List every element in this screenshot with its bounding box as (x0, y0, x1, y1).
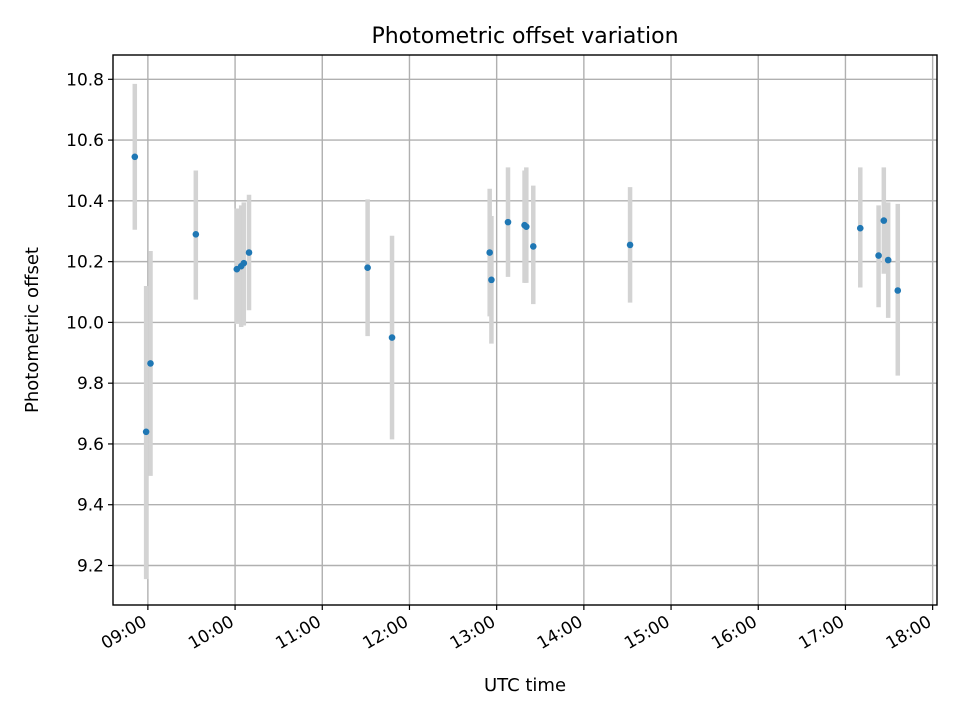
data-point (875, 252, 882, 259)
point-layer (131, 153, 902, 436)
y-tick-label: 9.6 (77, 435, 104, 455)
data-point (245, 249, 253, 256)
y-tick-label: 10.2 (66, 253, 104, 273)
y-tick-label: 9.4 (77, 496, 104, 516)
y-tick-label: 10.0 (66, 313, 104, 333)
y-tick-label: 10.8 (66, 70, 104, 90)
grid-layer (113, 55, 937, 605)
data-point (488, 276, 495, 284)
data-point (884, 256, 892, 264)
data-point (364, 264, 371, 272)
plot-frame (112, 54, 938, 606)
data-point (523, 223, 530, 230)
data-point (880, 217, 888, 224)
y-tick-label: 9.2 (77, 556, 104, 576)
data-point (486, 249, 493, 256)
x-axis-label: UTC time (484, 675, 566, 696)
data-point (192, 230, 200, 238)
data-point (529, 243, 537, 250)
y-tick-label: 9.8 (77, 374, 104, 394)
chart-title: Photometric offset variation (371, 24, 678, 49)
y-tick-label: 10.4 (66, 192, 104, 212)
data-point (240, 259, 248, 267)
data-point (894, 287, 902, 294)
data-point (131, 153, 139, 161)
data-point (388, 334, 396, 341)
y-axis-label: Photometric offset (22, 247, 43, 413)
data-point (147, 360, 154, 367)
data-point (856, 224, 864, 232)
y-tick-label: 10.6 (66, 131, 104, 151)
y-axis-ticks: 9.2 9.4 9.6 9.8 10.0 10.2 10.4 10.6 10.8 (66, 70, 113, 576)
data-point (504, 218, 512, 226)
data-point (626, 241, 634, 249)
data-point (142, 428, 150, 436)
